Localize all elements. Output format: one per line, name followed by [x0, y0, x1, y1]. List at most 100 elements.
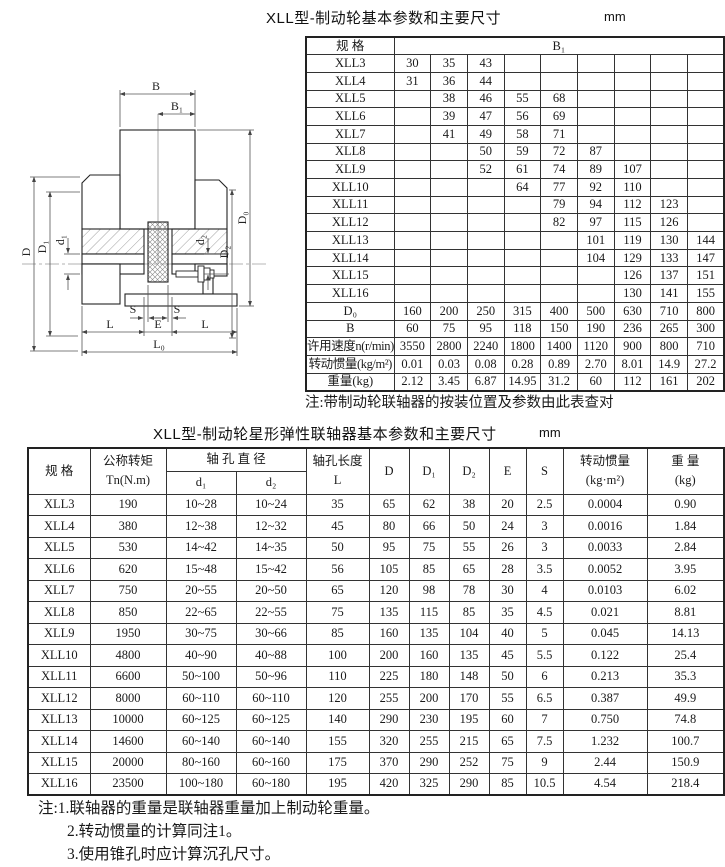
coupling-body	[81, 129, 238, 307]
table-row: XLL10 4800 40~90 40~88 100 200 160 135 45 5.5 0.12…	[27, 644, 725, 667]
row-label-cell: XLL15	[27, 751, 91, 774]
value-cell: 64	[503, 178, 542, 197]
value-cell	[430, 284, 468, 303]
bore-diameter-group-header: 轴 孔 直 径	[165, 447, 307, 472]
dim-label-L-left: L	[106, 317, 113, 331]
value-cell: 2.84	[646, 536, 725, 559]
value-cell: 60	[576, 372, 615, 392]
table-row: XLL8 850 22~65 22~55 75 135 115 85 35 4.5 0.021 8.8…	[27, 601, 725, 624]
value-cell: 82	[540, 213, 578, 233]
value-cell: 0.0052	[562, 558, 648, 581]
value-cell: 9	[525, 751, 564, 774]
value-cell: 4.5	[525, 601, 564, 624]
value-cell: 12~38	[165, 515, 237, 538]
value-cell: 130	[650, 231, 688, 250]
value-cell: 14.13	[646, 622, 725, 645]
value-cell: 105	[368, 558, 410, 581]
value-cell: 75	[488, 751, 527, 774]
value-cell: 12~32	[235, 515, 307, 538]
dim-label-L-right: L	[201, 317, 208, 331]
D-column-header: D	[368, 447, 410, 495]
table1-note: 注:带制动轮联轴器的按装位置及参数由此表查对	[305, 395, 614, 411]
value-cell	[466, 195, 505, 215]
table-row: XLL15 126 137 151	[305, 266, 725, 286]
value-cell: 100.7	[646, 730, 725, 753]
value-cell: 58	[503, 124, 542, 144]
left-hub-section-hatch	[81, 228, 145, 255]
table-row: XLL14 104 129 133 147	[305, 248, 725, 268]
value-cell	[393, 142, 432, 162]
row-label-cell: XLL12	[27, 687, 91, 710]
bore-length-header-line2: L	[333, 473, 342, 488]
value-cell: 710	[650, 301, 688, 321]
value-cell	[687, 54, 725, 73]
table-row: D₀ 160 200 250 315 400 500 630 710 800	[305, 301, 725, 321]
value-cell: 300	[687, 319, 725, 339]
row-label-cell: XLL6	[27, 558, 91, 581]
value-cell: 8.81	[646, 601, 725, 624]
row-label-cell: XLL4	[27, 515, 91, 538]
value-cell	[466, 284, 505, 303]
right-half-coupling-flange	[194, 179, 228, 230]
value-cell	[613, 89, 652, 109]
value-cell: 75	[305, 601, 370, 624]
table-row: XLL13 101 119 130 144	[305, 231, 725, 250]
value-cell: 215	[448, 730, 490, 753]
value-cell: 3.45	[430, 372, 468, 392]
value-cell: 900	[613, 337, 652, 356]
value-cell: 39	[430, 107, 468, 126]
value-cell: 0.213	[562, 665, 648, 688]
value-cell: 800	[687, 301, 725, 321]
value-cell: 10~24	[235, 493, 307, 516]
table-row: 许用速度n(r/min) 3550 2800 2240 1800 1400 1120 900 8…	[305, 337, 725, 356]
value-cell	[650, 71, 688, 91]
value-cell: 92	[576, 178, 615, 197]
dim-label-L0: L₀	[153, 337, 165, 351]
value-cell	[540, 54, 578, 73]
value-cell: 38	[448, 493, 490, 516]
value-cell: 2240	[466, 337, 505, 356]
value-cell: 850	[89, 601, 167, 624]
section2-title: XLL型-制动轮星形弹性联轴器基本参数和主要尺寸	[153, 426, 497, 443]
table-row: XLL3 30 35 43	[305, 54, 725, 73]
table-row: XLL4 31 36 44	[305, 71, 725, 91]
value-cell	[687, 89, 725, 109]
value-cell: 40~88	[235, 644, 307, 667]
row-label-cell: XLL16	[27, 773, 91, 796]
value-cell	[650, 142, 688, 162]
value-cell: 60~110	[165, 687, 237, 710]
value-cell	[503, 231, 542, 250]
table-header-row: 规 格 B₁	[305, 36, 725, 56]
table-row: XLL5 530 14~42 14~35 50 95 75 55 26 3 0.0033 2.84	[27, 536, 725, 559]
value-cell: 65	[488, 730, 527, 753]
value-cell	[393, 213, 432, 233]
value-cell: 750	[89, 579, 167, 602]
bore-length-header-line1: 轴孔长度	[312, 453, 363, 468]
value-cell	[613, 142, 652, 162]
value-cell: 6.5	[525, 687, 564, 710]
row-label-cell: 重量(kg)	[305, 372, 395, 392]
value-cell	[576, 266, 615, 286]
value-cell: 135	[368, 601, 410, 624]
value-cell: 1.84	[646, 515, 725, 538]
value-cell: 98	[408, 579, 450, 602]
value-cell: 530	[89, 536, 167, 559]
value-cell: 325	[408, 773, 450, 796]
value-cell: 89	[576, 160, 615, 179]
D2-column-header: D₂	[448, 447, 490, 495]
value-cell: 41	[430, 124, 468, 144]
value-cell: 0.08	[466, 354, 505, 374]
dimension-labels: B B₁ D D₁ d₁ d₂ D₂ D₀ S S L E L L₀	[20, 79, 249, 351]
value-cell: 115	[613, 213, 652, 233]
table-row: XLL9 1950 30~75 30~66 85 160 135 104 40 5 0.045 14.…	[27, 622, 725, 645]
value-cell: 72	[540, 142, 578, 162]
value-cell: 6.87	[466, 372, 505, 392]
row-label-cell: XLL12	[305, 213, 395, 233]
value-cell: 250	[466, 301, 505, 321]
value-cell	[503, 213, 542, 233]
value-cell: 60	[393, 319, 432, 339]
value-cell: 129	[613, 248, 652, 268]
value-cell: 218.4	[646, 773, 725, 796]
row-label-cell: XLL8	[305, 142, 395, 162]
value-cell: 30	[393, 54, 432, 73]
